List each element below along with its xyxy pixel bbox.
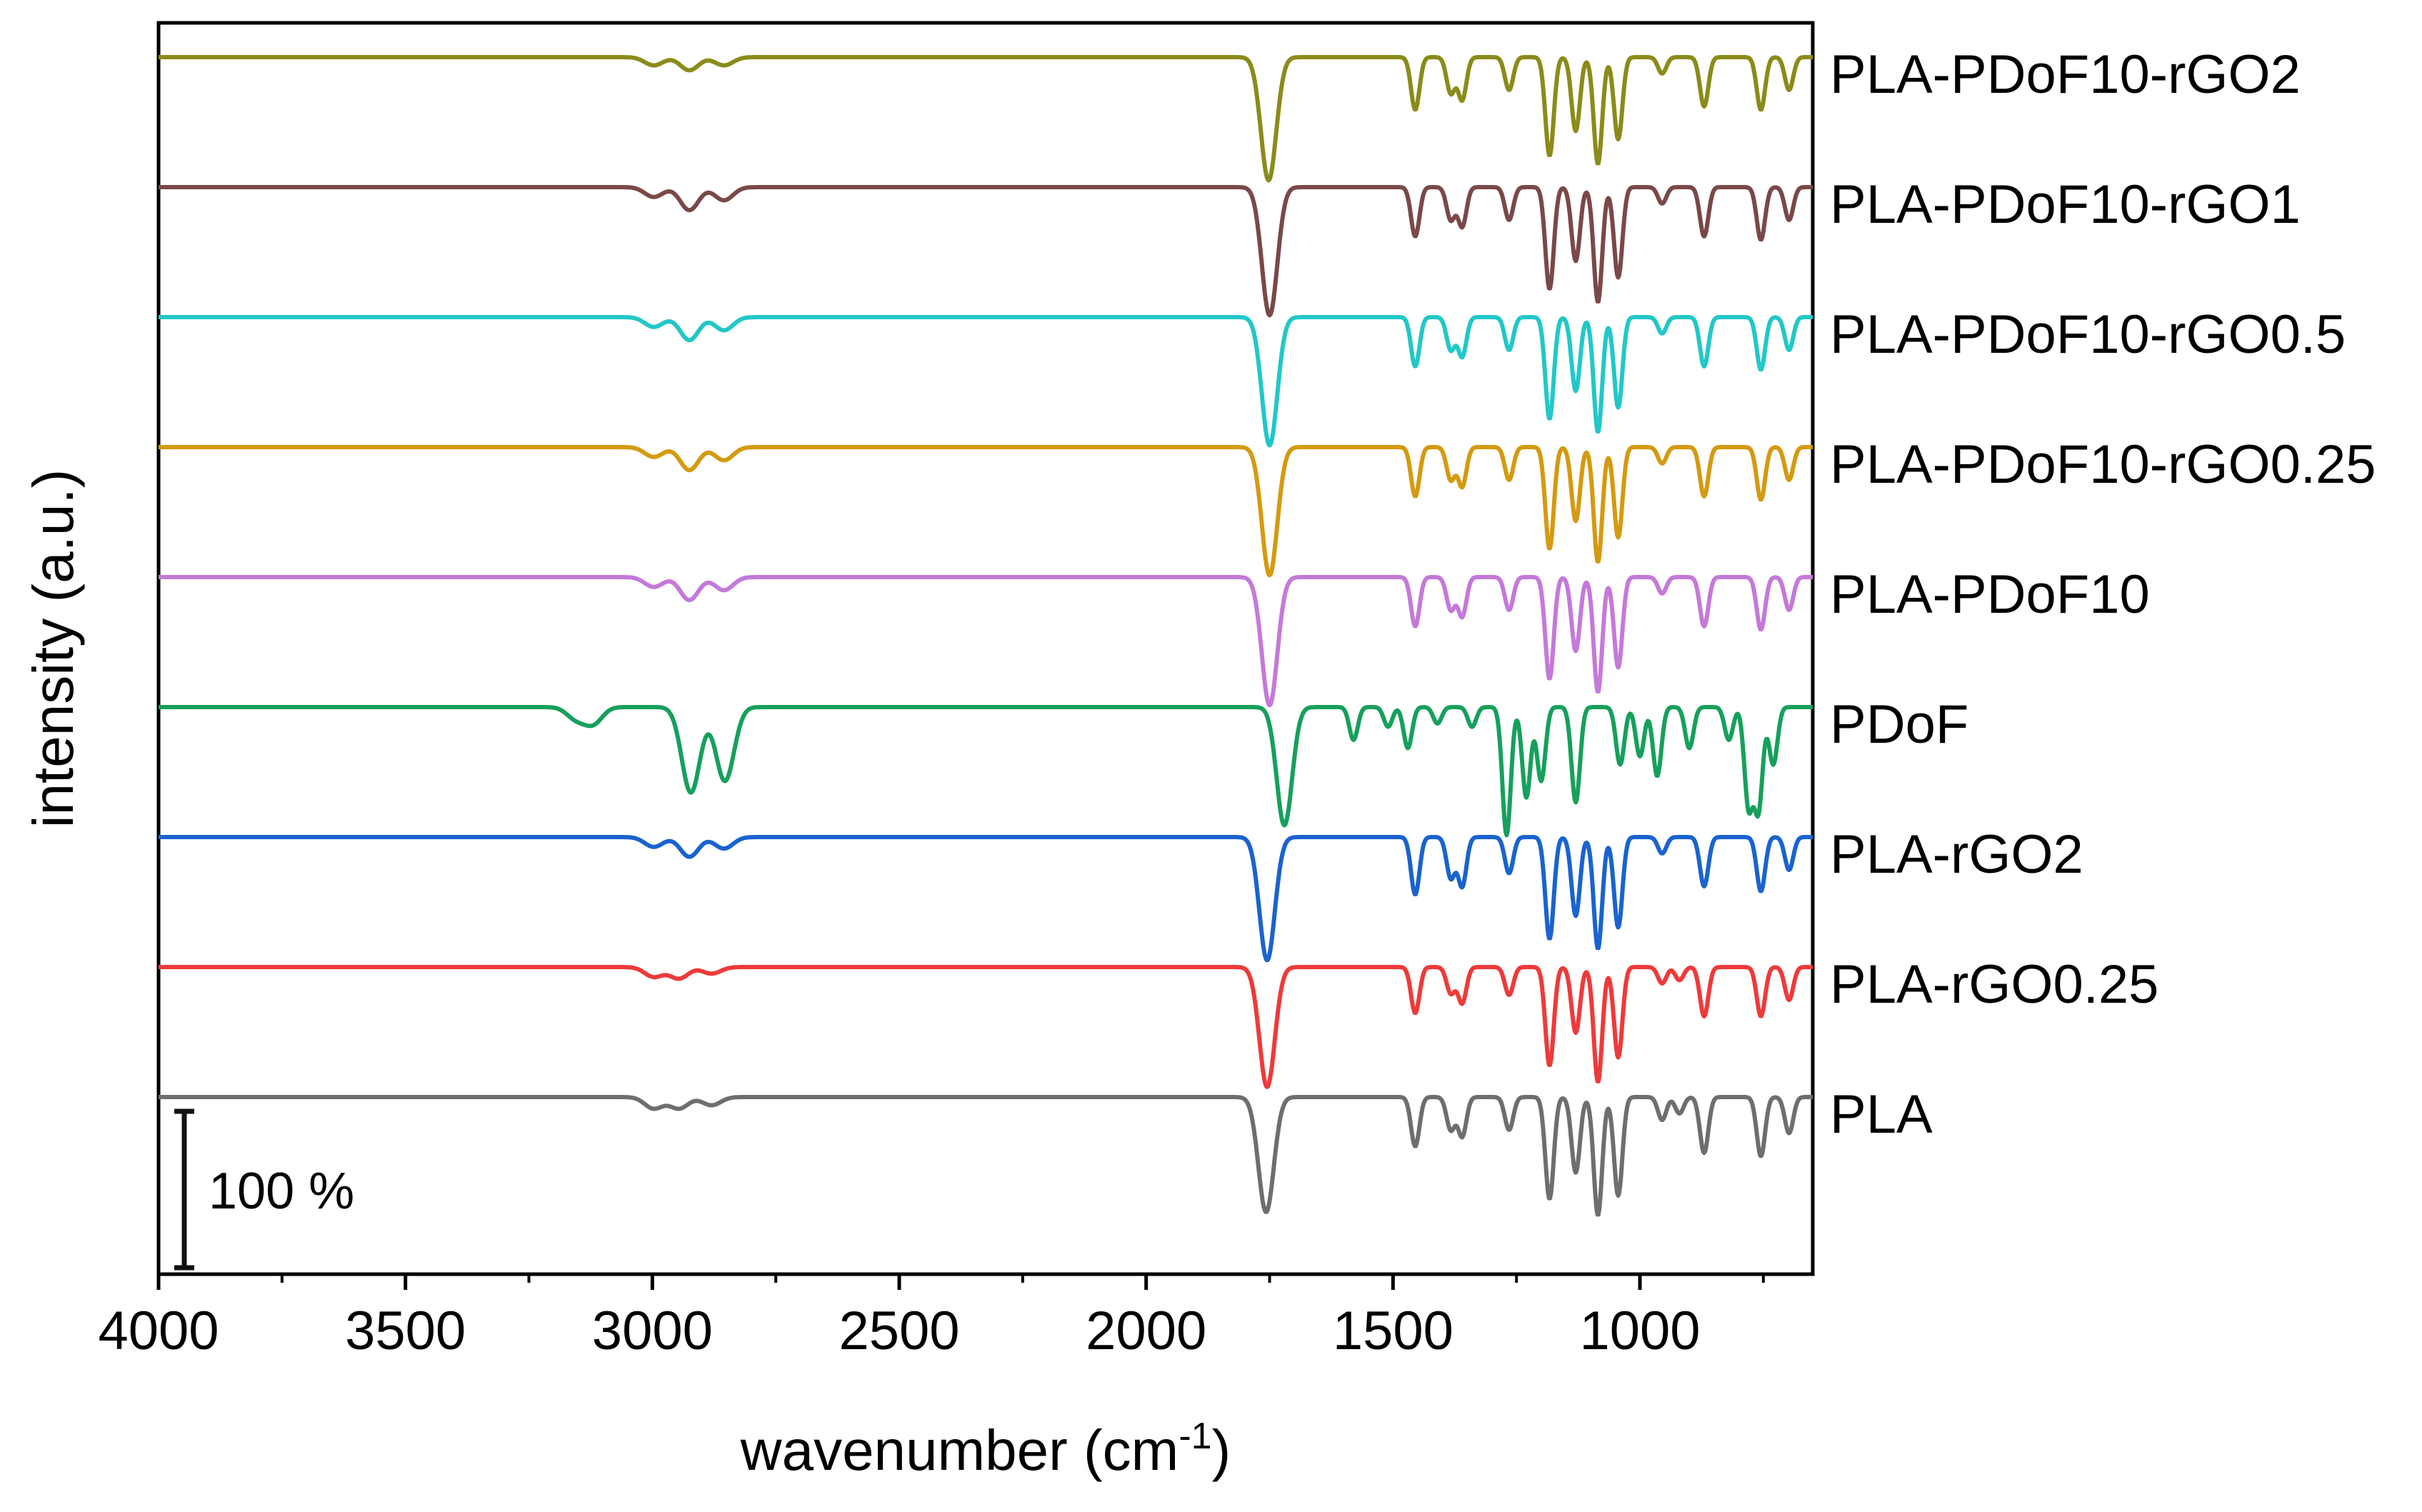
- series-line: [157, 965, 1814, 1089]
- series-line: [157, 1095, 1814, 1217]
- x-tick-label: 1000: [1579, 1301, 1700, 1361]
- series-label: PDoF: [1830, 694, 1968, 755]
- series-label: PLA-PDoF10-rGO0.5: [1830, 304, 2346, 365]
- series-line: [157, 705, 1814, 838]
- series-label: PLA-rGO2: [1830, 824, 2083, 885]
- series-labels: PLA-PDoF10-rGO2 PLA-PDoF10-rGO1 PLA-PDoF10…: [1830, 44, 2376, 1145]
- x-axis-title-superscript: -1: [1179, 1416, 1211, 1457]
- series-line: [157, 835, 1814, 963]
- x-tick-label: 3500: [345, 1301, 466, 1361]
- series-label: PLA-PDoF10-rGO1: [1830, 174, 2301, 235]
- x-tick-label: 2500: [839, 1301, 959, 1361]
- scale-bar-label: 100 %: [209, 1163, 354, 1220]
- x-tick-label: 3000: [592, 1301, 713, 1361]
- x-axis-title: wavenumber (cm-1): [740, 1416, 1231, 1482]
- y-axis-title: intensity (a.u.): [21, 469, 85, 828]
- series-line: [157, 315, 1814, 448]
- scale-bar: 100 %: [174, 1108, 354, 1271]
- x-axis-ticks: 4000 3500 3000 2500 2000 1500 1000: [98, 1274, 1765, 1361]
- series-label: PLA-PDoF10-rGO0.25: [1830, 434, 2376, 495]
- x-axis-title-suffix: ): [1212, 1418, 1231, 1482]
- series-label: PLA: [1830, 1084, 1933, 1145]
- plot-area-frame: [156, 21, 1815, 1276]
- x-tick-label: 4000: [98, 1301, 219, 1361]
- series-line: [157, 575, 1814, 708]
- x-tick-label: 2000: [1086, 1301, 1206, 1361]
- x-tick-label: 1500: [1333, 1301, 1453, 1361]
- series-label: PLA-rGO0.25: [1830, 954, 2158, 1015]
- series-line: [157, 185, 1814, 318]
- series-label: PLA-PDoF10: [1830, 564, 2150, 625]
- series-line: [157, 445, 1814, 578]
- series-label: PLA-PDoF10-rGO2: [1830, 44, 2301, 105]
- series-line: [157, 55, 1814, 183]
- x-axis-title-main: wavenumber (cm: [740, 1418, 1179, 1482]
- series-group: [157, 55, 1814, 1217]
